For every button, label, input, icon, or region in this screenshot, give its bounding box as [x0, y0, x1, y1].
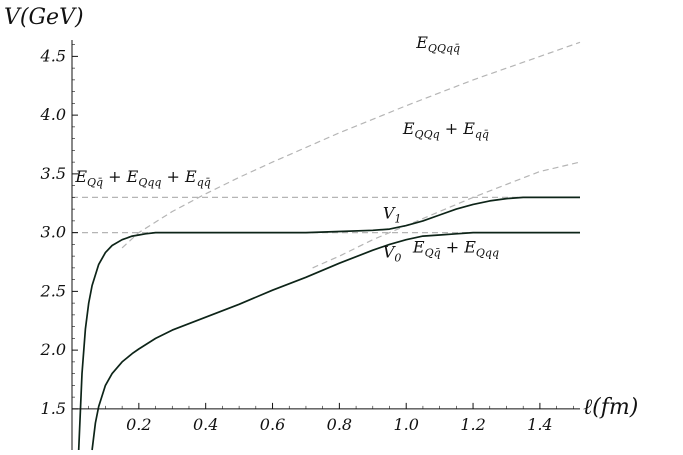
annotation-subscript: 1 [394, 213, 401, 226]
y-tick-label: 4.5 [40, 46, 66, 65]
annotation-subscript: 0 [394, 251, 401, 264]
series-annotation: V0 [383, 242, 402, 264]
y-tick-label: 3.5 [41, 164, 66, 183]
y-axis-title: V(GeV) [4, 5, 84, 30]
series-layer [72, 41, 581, 451]
x-tick-label: 0.8 [327, 415, 352, 434]
annotation-text: V [383, 242, 396, 261]
x-tick-label: 0.4 [193, 415, 218, 434]
annotation-subscript: Qq̄ [425, 247, 441, 260]
x-tick-label: 1.0 [393, 415, 418, 434]
series-annotation: EQq̄ + EQqq + Eqq̄ [74, 167, 210, 189]
ticks-layer: 1.5 2.0 2.5 3.0 3.5 4.0 4.5 0.2 0.4 0.6 0.8 1.0 1.2 1… [40, 44, 574, 434]
annotation-text: V [383, 204, 396, 223]
y-tick-label: 3.0 [41, 223, 66, 242]
series-annotation: EQq̄ + EQqq [412, 238, 499, 260]
curve-v0 [91, 231, 580, 451]
annotation-subscript: qq̄ [475, 128, 489, 141]
annotation-subscript: qq̄ [197, 176, 211, 189]
y-tick-label: 4.0 [40, 105, 66, 124]
annotation-text: + E [440, 119, 476, 138]
annotation-text: + E [103, 167, 139, 186]
x-tick-label: 0.6 [260, 415, 285, 434]
annotation-subscript: QQq [415, 128, 440, 141]
annotation-subscript: Qqq [138, 176, 161, 189]
annotation-text: + E [161, 167, 197, 186]
annotation-text: + E [441, 238, 477, 257]
annotation-subscript: QQqq̄ [428, 42, 460, 55]
y-tick-label: 1.5 [41, 399, 66, 418]
series-annotation: V1 [383, 204, 402, 226]
x-axis-title: ℓ(fm) [583, 395, 638, 420]
x-tick-label: 0.2 [126, 415, 151, 434]
y-tick-label: 2.5 [40, 281, 66, 300]
axes-layer [71, 40, 580, 450]
series-annotation: EQQq + Eqq̄ [402, 119, 489, 141]
annotation-text: E [74, 167, 87, 186]
annotation-text: E [412, 238, 425, 257]
series-annotation: EQQqq̄ [415, 33, 460, 55]
curve-v1 [77, 196, 580, 451]
annotation-text: E [402, 119, 415, 138]
dashed-curve-e-qqq-e-qq [312, 161, 581, 269]
x-tick-label: 1.2 [460, 415, 485, 434]
annotation-subscript: Qqq [476, 247, 499, 260]
x-tick-label: 1.4 [527, 415, 552, 434]
dashed-curve-e-qqqq [121, 41, 581, 249]
y-tick-label: 2.0 [40, 340, 66, 359]
annotation-subscript: Qq̄ [87, 176, 103, 189]
annotation-text: E [415, 33, 428, 52]
